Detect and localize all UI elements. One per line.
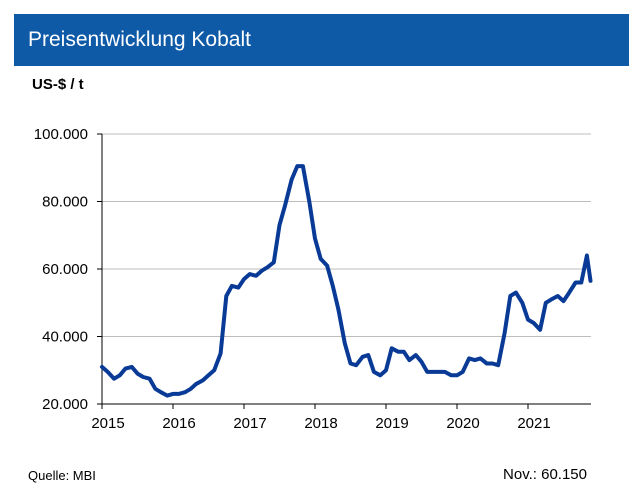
y-axis-unit-label: US-$ / t: [32, 76, 84, 93]
source-note: Quelle: MBI: [28, 468, 96, 483]
y-tick-label: 100.000: [34, 126, 88, 143]
y-tick-label: 20.000: [42, 396, 88, 413]
x-tick-label: 2015: [91, 415, 124, 432]
price-series-line: [100, 164, 593, 398]
y-tick-label: 60.000: [42, 261, 88, 278]
x-tick-label: 2018: [304, 415, 337, 432]
x-tick-label: 2021: [517, 415, 550, 432]
x-tick-label: 2019: [375, 415, 408, 432]
y-tick-label: 80.000: [42, 194, 88, 211]
x-tick-label: 2017: [233, 415, 266, 432]
latest-value-note: Nov.: 60.150: [503, 466, 587, 483]
chart-title: Preisentwicklung Kobalt: [28, 28, 251, 51]
y-tick-label: 40.000: [42, 329, 88, 346]
chart-header: Preisentwicklung Kobalt: [14, 14, 629, 66]
x-tick-label: 2016: [162, 415, 195, 432]
x-tick-label: 2020: [446, 415, 479, 432]
